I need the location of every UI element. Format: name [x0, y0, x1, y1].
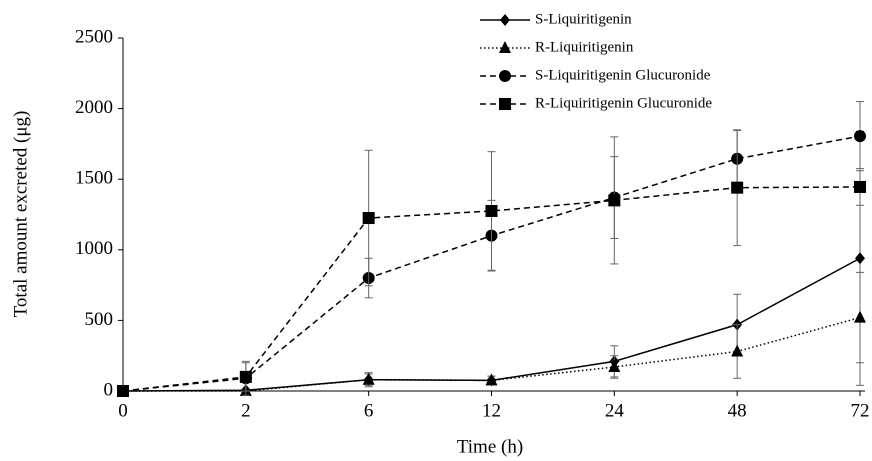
marker [499, 41, 511, 53]
legend-label: R-Liquiritigenin Glucuronide [535, 95, 712, 111]
marker [499, 70, 511, 82]
legend-label: S-Liquiritigenin Glucuronide [535, 67, 711, 83]
marker [499, 98, 511, 110]
x-tick-label: 12 [482, 400, 501, 421]
legend: S-Liquiritigenin R-Liquiritigenin S-Liquir… [480, 11, 712, 111]
x-tick-label: 6 [364, 400, 374, 421]
marker [854, 130, 866, 143]
marker [608, 194, 621, 207]
marker [362, 212, 375, 225]
marker [485, 373, 498, 386]
marker [500, 14, 510, 26]
marker [239, 370, 252, 383]
marker [117, 385, 129, 397]
y-tick-label: 500 [85, 309, 114, 330]
x-tick-label: 24 [605, 400, 625, 421]
y-tick-label: 0 [104, 379, 114, 400]
marker [608, 359, 621, 372]
x-axis-label: Time (h) [457, 436, 523, 457]
line [122, 257, 861, 392]
x-tick-label: 48 [728, 400, 747, 421]
y-tick-label: 2500 [75, 26, 113, 47]
marker [854, 180, 866, 193]
y-axis-label: Total amount excreted (μg) [10, 111, 31, 318]
marker [362, 372, 375, 385]
x-tick-label: 72 [851, 400, 870, 421]
y-tick-label: 2000 [75, 97, 113, 118]
y-tick-label: 1000 [75, 238, 113, 259]
legend-label: R-Liquiritigenin [535, 39, 634, 55]
marker [855, 252, 865, 265]
marker [731, 344, 744, 357]
x-tick-label: 2 [241, 400, 251, 421]
y-tick-label: 1500 [75, 168, 113, 189]
marker [854, 310, 866, 323]
marker [485, 204, 498, 217]
legend-label: S-Liquiritigenin [535, 11, 632, 27]
x-tick-label: 0 [118, 400, 128, 421]
marker [731, 181, 744, 194]
